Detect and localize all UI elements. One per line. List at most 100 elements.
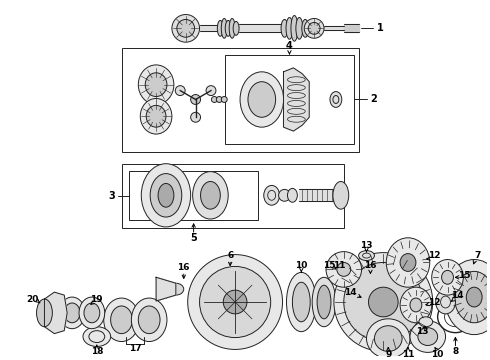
Ellipse shape	[206, 86, 216, 95]
Ellipse shape	[367, 319, 410, 358]
Text: 19: 19	[91, 294, 103, 303]
Ellipse shape	[191, 95, 200, 104]
Ellipse shape	[146, 105, 166, 127]
Ellipse shape	[293, 282, 310, 322]
Ellipse shape	[312, 277, 336, 327]
Ellipse shape	[83, 327, 111, 346]
Ellipse shape	[138, 306, 160, 334]
Ellipse shape	[304, 18, 324, 38]
Text: 14: 14	[344, 288, 357, 297]
Ellipse shape	[177, 19, 195, 37]
Ellipse shape	[368, 287, 398, 317]
Text: 16: 16	[177, 263, 190, 272]
Ellipse shape	[199, 266, 270, 338]
Text: 18: 18	[91, 347, 103, 356]
Ellipse shape	[37, 299, 52, 327]
Ellipse shape	[400, 253, 416, 271]
Ellipse shape	[286, 18, 293, 39]
Ellipse shape	[296, 18, 303, 39]
Text: 6: 6	[227, 251, 233, 260]
Ellipse shape	[386, 238, 430, 287]
Ellipse shape	[175, 86, 185, 95]
Text: 1: 1	[377, 23, 384, 33]
Ellipse shape	[225, 21, 231, 36]
Ellipse shape	[240, 72, 284, 127]
Ellipse shape	[168, 283, 184, 295]
Ellipse shape	[302, 19, 309, 37]
Text: 13: 13	[416, 327, 428, 336]
Ellipse shape	[211, 96, 218, 103]
Text: 15: 15	[323, 261, 335, 270]
Ellipse shape	[454, 271, 490, 323]
Text: 10: 10	[432, 350, 444, 359]
Ellipse shape	[432, 260, 464, 295]
Text: 5: 5	[190, 233, 197, 243]
Bar	[122, 48, 359, 152]
Ellipse shape	[59, 297, 85, 329]
Bar	[225, 55, 354, 144]
Text: 17: 17	[129, 344, 142, 353]
Ellipse shape	[141, 164, 191, 227]
Ellipse shape	[436, 290, 455, 314]
Text: 2: 2	[370, 94, 377, 104]
Ellipse shape	[287, 273, 316, 332]
Ellipse shape	[104, 298, 139, 342]
Polygon shape	[45, 292, 67, 334]
Ellipse shape	[444, 260, 490, 334]
Ellipse shape	[317, 285, 331, 319]
Text: 15: 15	[458, 271, 470, 280]
Ellipse shape	[279, 189, 291, 201]
Ellipse shape	[308, 22, 320, 34]
Text: 9: 9	[385, 350, 392, 359]
Text: 14: 14	[451, 291, 464, 300]
Ellipse shape	[218, 21, 223, 36]
Ellipse shape	[291, 15, 298, 41]
Ellipse shape	[221, 96, 227, 103]
Ellipse shape	[441, 270, 453, 284]
Ellipse shape	[333, 181, 349, 209]
Ellipse shape	[359, 251, 374, 261]
Ellipse shape	[150, 174, 182, 217]
Ellipse shape	[223, 290, 247, 314]
Ellipse shape	[400, 287, 432, 323]
Bar	[129, 171, 258, 220]
Ellipse shape	[193, 172, 228, 219]
Ellipse shape	[374, 326, 402, 351]
Ellipse shape	[418, 328, 438, 346]
Ellipse shape	[229, 18, 235, 38]
Ellipse shape	[158, 184, 174, 207]
Ellipse shape	[281, 19, 288, 37]
Ellipse shape	[191, 112, 200, 122]
Ellipse shape	[337, 262, 351, 276]
Polygon shape	[284, 68, 309, 131]
Ellipse shape	[111, 306, 132, 334]
Text: 13: 13	[360, 241, 373, 250]
Ellipse shape	[221, 18, 227, 38]
Text: 10: 10	[295, 261, 308, 270]
Ellipse shape	[410, 321, 445, 352]
Ellipse shape	[410, 298, 422, 312]
Text: 7: 7	[474, 251, 480, 260]
Ellipse shape	[264, 185, 280, 205]
Ellipse shape	[145, 73, 167, 96]
Text: 8: 8	[452, 347, 459, 356]
Ellipse shape	[248, 82, 276, 117]
Text: 3: 3	[108, 191, 115, 201]
Ellipse shape	[330, 91, 342, 107]
Ellipse shape	[188, 255, 283, 350]
Ellipse shape	[217, 96, 222, 103]
Text: 20: 20	[26, 294, 39, 303]
Ellipse shape	[419, 317, 433, 327]
Ellipse shape	[288, 188, 297, 202]
Bar	[122, 164, 344, 228]
Text: 12: 12	[428, 297, 441, 306]
Ellipse shape	[172, 14, 199, 42]
Ellipse shape	[84, 303, 100, 323]
Ellipse shape	[79, 297, 105, 329]
Text: 4: 4	[286, 41, 293, 51]
Ellipse shape	[140, 99, 172, 134]
Text: 11: 11	[333, 261, 345, 270]
Ellipse shape	[233, 22, 239, 35]
Ellipse shape	[200, 181, 220, 209]
Polygon shape	[156, 277, 176, 301]
